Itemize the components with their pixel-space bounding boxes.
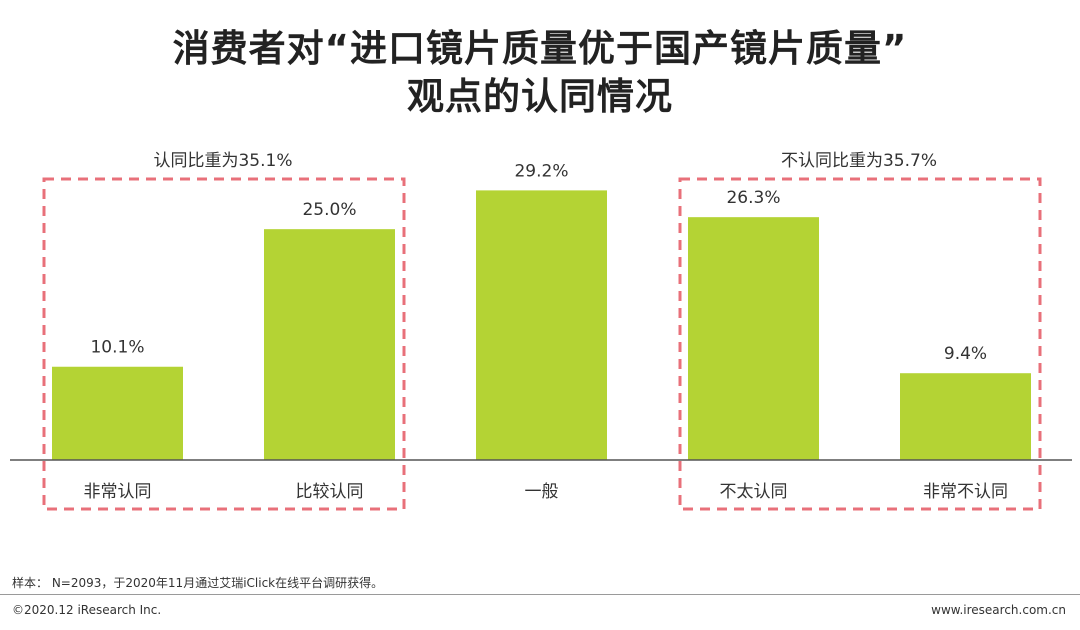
group-box-0 bbox=[42, 177, 406, 511]
bar-chart: 10.1% 非常认同 25.0% 比较认同 29.2% 一般 26.3% 不太认同 9.4% 非常… bbox=[10, 161, 1072, 511]
website-text: www.iresearch.com.cn bbox=[931, 603, 1066, 617]
bar-1 bbox=[264, 229, 395, 460]
chart-title-line2: 观点的认同情况 bbox=[407, 75, 673, 118]
sample-note: 样本： N=2093，于2020年11月通过艾瑞iClick在线平台调研获得。 bbox=[12, 576, 384, 590]
data-label-3: 26.3% bbox=[726, 188, 780, 208]
data-label-2: 29.2% bbox=[514, 161, 568, 181]
group-box-1 bbox=[678, 177, 1042, 511]
bar-4 bbox=[900, 373, 1031, 460]
bar-2 bbox=[476, 190, 607, 461]
data-label-0: 10.1% bbox=[90, 338, 144, 358]
data-label-4: 9.4% bbox=[944, 344, 987, 364]
data-label-1: 25.0% bbox=[302, 200, 356, 220]
category-label-2: 一般 bbox=[525, 482, 559, 502]
bar-3 bbox=[688, 217, 819, 460]
category-label-4: 非常不认同 bbox=[923, 482, 1008, 502]
disagree-group-label: 不认同比重为35.7% bbox=[780, 151, 938, 171]
chart-title-line1: 消费者对“进口镜片质量优于国产镜片质量” bbox=[172, 27, 908, 70]
category-label-0: 非常认同 bbox=[84, 482, 152, 502]
agree-group-label: 认同比重为35.1% bbox=[153, 151, 293, 171]
footer-divider bbox=[0, 594, 1080, 595]
category-label-1: 比较认同 bbox=[296, 482, 364, 502]
bar-0 bbox=[52, 366, 183, 460]
copyright-text: ©2020.12 iResearch Inc. bbox=[12, 603, 162, 617]
category-label-3: 不太认同 bbox=[720, 482, 788, 502]
